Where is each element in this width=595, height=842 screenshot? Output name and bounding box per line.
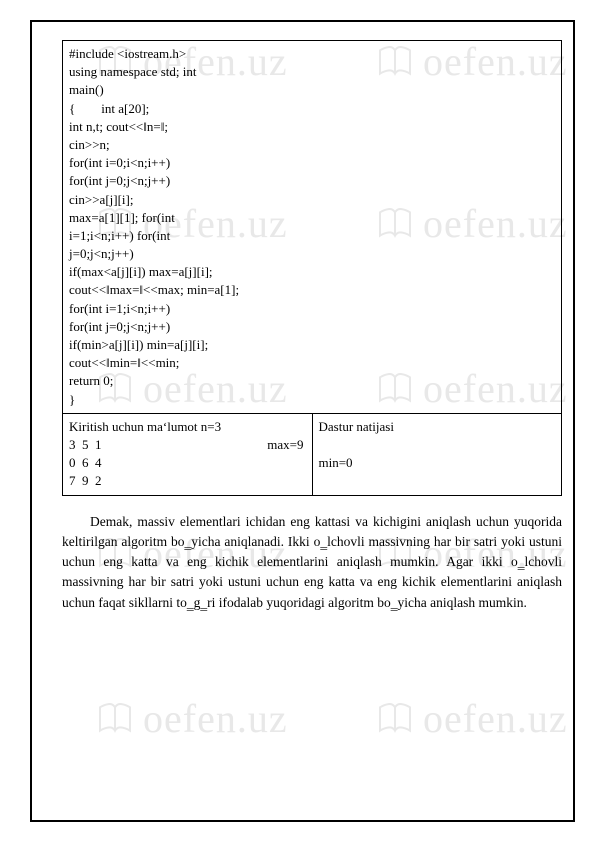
code-output-table: #include <iostream.h>using namespace std… bbox=[62, 40, 562, 496]
code-line: cin>>n; bbox=[69, 136, 555, 154]
code-line: j=0;j<n;j++) bbox=[69, 245, 555, 263]
code-line: cin>>a[j][i]; bbox=[69, 191, 555, 209]
code-line: for(int i=1;i<n;i++) bbox=[69, 300, 555, 318]
paragraph: Demak, massiv elementlari ichidan eng ka… bbox=[62, 512, 562, 613]
input-cell: Kiritish uchun ma‘lumot n=33 5 1 max=90 … bbox=[63, 413, 313, 495]
code-line: int n,t; cout<<‖n=‖; bbox=[69, 118, 555, 136]
code-line: for(int i=0;i<n;i++) bbox=[69, 154, 555, 172]
code-line: return 0; bbox=[69, 372, 555, 390]
code-line: main() bbox=[69, 81, 555, 99]
code-line: { int a[20]; bbox=[69, 100, 555, 118]
code-line: max=a[1][1]; for(int bbox=[69, 209, 555, 227]
code-line: if(min>a[j][i]) min=a[j][i]; bbox=[69, 336, 555, 354]
code-line: using namespace std; int bbox=[69, 63, 555, 81]
io-line: 7 9 2 bbox=[69, 472, 306, 490]
io-line: min=0 bbox=[319, 454, 556, 472]
code-line: for(int j=0;j<n;j++) bbox=[69, 318, 555, 336]
io-line: 0 6 4 bbox=[69, 454, 306, 472]
code-line: cout<<‖min=‖<<min; bbox=[69, 354, 555, 372]
paragraph-text: Demak, massiv elementlari ichidan eng ka… bbox=[62, 514, 562, 610]
code-line: if(max<a[j][i]) max=a[j][i]; bbox=[69, 263, 555, 281]
io-line: 3 5 1 max=9 bbox=[69, 436, 306, 454]
code-cell: #include <iostream.h>using namespace std… bbox=[63, 41, 562, 414]
io-line: Dastur natijasi bbox=[319, 418, 556, 436]
code-line: for(int j=0;j<n;j++) bbox=[69, 172, 555, 190]
code-line: i=1;i<n;i++) for(int bbox=[69, 227, 555, 245]
io-line: Kiritish uchun ma‘lumot n=3 bbox=[69, 418, 306, 436]
code-line: cout<<‖max=‖<<max; min=a[1]; bbox=[69, 281, 555, 299]
io-line bbox=[319, 436, 556, 454]
output-cell: Dastur natijasi min=0 bbox=[312, 413, 562, 495]
code-line: #include <iostream.h> bbox=[69, 45, 555, 63]
code-line: } bbox=[69, 391, 555, 409]
page-content: #include <iostream.h>using namespace std… bbox=[62, 40, 562, 613]
